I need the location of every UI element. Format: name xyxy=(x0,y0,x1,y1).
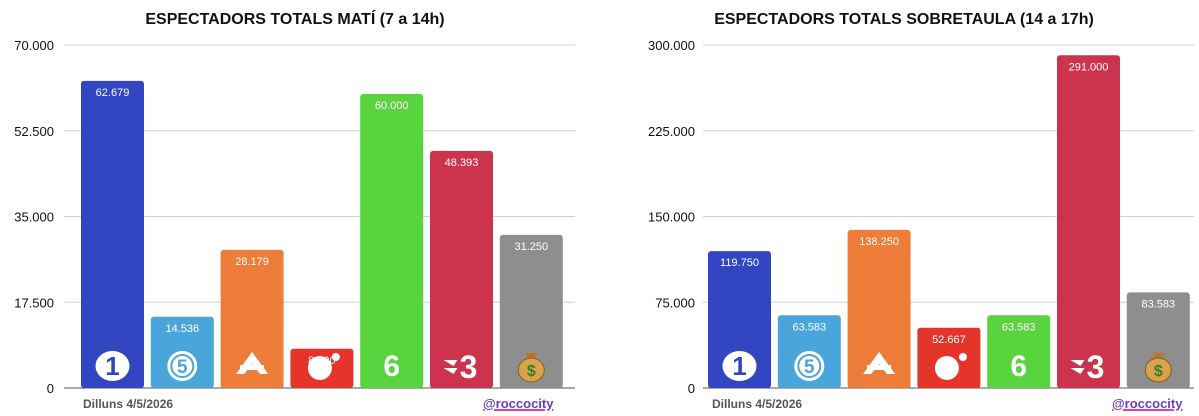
bar-group-a3: 28.179 xyxy=(220,249,284,388)
bar-group-6: 60.000 6 xyxy=(360,94,424,388)
data-label: 31.250 xyxy=(514,241,548,253)
y-tick-label: 17.500 xyxy=(14,295,54,310)
data-label: 119.750 xyxy=(720,257,759,269)
y-tick-label: 150.000 xyxy=(648,210,695,225)
bar-group-$: 83.583 $ xyxy=(1126,292,1190,388)
cuatro-logo-icon xyxy=(934,353,967,380)
svg-text:5: 5 xyxy=(177,357,188,378)
money-bag-icon: $ xyxy=(1144,353,1172,383)
bar-group-3: 48.393 3 xyxy=(430,150,493,388)
tv3-logo-icon: 3 xyxy=(1070,349,1105,385)
bar-group-6: 63.583 6 xyxy=(987,315,1051,388)
y-tick-label: 0 xyxy=(688,381,695,396)
data-label: 48.393 xyxy=(445,157,479,169)
bar-group-5: 14.536 5 xyxy=(150,316,214,388)
svg-text:$: $ xyxy=(527,363,536,380)
data-label: 63.583 xyxy=(792,321,826,333)
bar xyxy=(987,315,1051,388)
la1-logo-icon: 1 xyxy=(95,351,130,381)
svg-text:5: 5 xyxy=(804,357,815,378)
y-tick-label: 70.000 xyxy=(14,38,54,53)
lasexta-logo-icon: 6 xyxy=(383,350,400,383)
author-handle[interactable]: @roccocity xyxy=(1112,396,1183,411)
bar-group-5: 63.583 5 xyxy=(777,315,841,388)
antena3-logo-icon xyxy=(236,352,269,374)
data-label: 63.583 xyxy=(1002,321,1036,333)
bar xyxy=(81,80,144,389)
tv3-logo-icon: 3 xyxy=(443,349,478,385)
data-label: 60.000 xyxy=(375,100,409,112)
y-tick-label: 52.500 xyxy=(14,124,54,139)
author-handle[interactable]: @roccocity xyxy=(483,396,554,411)
y-tick-label: 75.000 xyxy=(655,295,695,310)
data-label: 138.250 xyxy=(859,236,899,248)
svg-text:1: 1 xyxy=(105,351,119,381)
bar-chart-mati: 0 17.500 35.000 52.500 70.000 62.679 1 14.536 5 2… xyxy=(14,38,575,396)
antena3-logo-icon xyxy=(863,352,896,374)
cuatro-logo-icon xyxy=(307,353,340,380)
chart-panel-sobretaula: ESPECTADORS TOTALS SOBRETAULA (14 a 17h)… xyxy=(609,0,1199,416)
y-tick-label: 225.000 xyxy=(648,124,695,139)
bar xyxy=(220,249,284,388)
svg-text:3: 3 xyxy=(460,349,478,385)
y-tick-label: 35.000 xyxy=(14,210,54,225)
bar-group-cuatro: 52.667 xyxy=(917,327,981,388)
chart-title: ESPECTADORS TOTALS SOBRETAULA (14 a 17h) xyxy=(714,11,1094,28)
bar xyxy=(499,234,563,388)
money-bag-icon: $ xyxy=(517,353,545,383)
bar xyxy=(1126,292,1190,388)
footer-date: Dilluns 4/5/2026 xyxy=(83,397,174,411)
bar-group-$: 31.250 $ xyxy=(499,234,563,388)
bar xyxy=(430,150,493,388)
chart-panel-mati: ESPECTADORS TOTALS MATÍ (7 a 14h) 0 17.50… xyxy=(0,0,590,416)
bar-group-1: 62.679 1 xyxy=(81,80,144,389)
bar-group-3: 291.000 3 xyxy=(1057,55,1120,388)
bar-chart-sobretaula: 0 75.000 150.000 225.000 300.000 119.750 1 63.5… xyxy=(648,38,1194,396)
svg-text:1: 1 xyxy=(732,351,746,381)
data-label: 28.179 xyxy=(235,256,269,268)
bar xyxy=(1057,55,1120,388)
bar-group-1: 119.750 1 xyxy=(708,251,771,388)
bar-group-a3: 138.250 xyxy=(847,229,911,388)
lasexta-logo-icon: 6 xyxy=(1010,350,1027,383)
telecinco-logo-icon: 5 xyxy=(167,351,198,381)
svg-text:6: 6 xyxy=(383,350,400,383)
svg-text:3: 3 xyxy=(1087,349,1105,385)
footer-date: Dilluns 4/5/2026 xyxy=(712,397,803,411)
bar xyxy=(360,94,424,388)
bar xyxy=(847,229,911,388)
data-label: 83.583 xyxy=(1141,298,1175,310)
svg-text:$: $ xyxy=(1154,363,1163,380)
bar-group-cuatro: 8.000 xyxy=(290,348,354,388)
data-label: 62.679 xyxy=(96,87,130,99)
data-label: 52.667 xyxy=(932,334,966,346)
y-tick-label: 0 xyxy=(47,381,54,396)
data-label: 14.536 xyxy=(165,323,199,335)
chart-title: ESPECTADORS TOTALS MATÍ (7 a 14h) xyxy=(145,11,445,28)
svg-text:6: 6 xyxy=(1010,350,1027,383)
telecinco-logo-icon: 5 xyxy=(794,351,825,381)
la1-logo-icon: 1 xyxy=(722,351,757,381)
data-label: 291.000 xyxy=(1069,61,1109,73)
y-tick-label: 300.000 xyxy=(648,38,695,53)
bar xyxy=(708,251,771,388)
